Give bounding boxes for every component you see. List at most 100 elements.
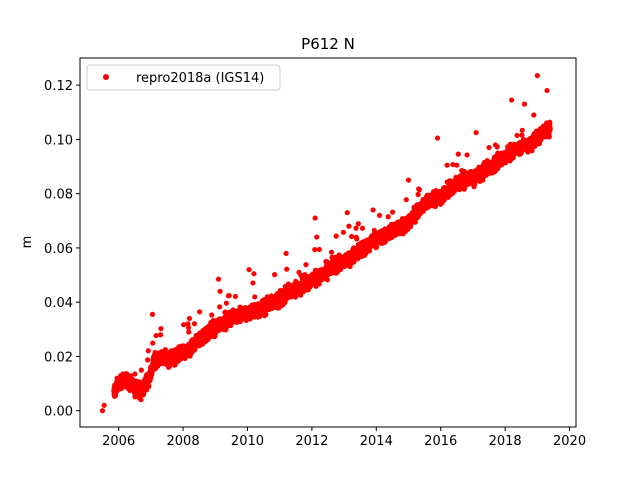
data-point bbox=[250, 280, 256, 286]
data-point bbox=[546, 134, 552, 140]
data-point bbox=[383, 231, 389, 237]
chart-title: P612 N bbox=[301, 35, 355, 53]
data-point bbox=[534, 136, 540, 142]
data-point bbox=[215, 276, 222, 282]
data-point bbox=[148, 370, 154, 376]
data-point bbox=[354, 236, 360, 242]
data-point bbox=[450, 161, 456, 168]
data-point bbox=[314, 234, 320, 240]
data-point bbox=[223, 300, 230, 306]
data-point bbox=[186, 315, 193, 322]
data-point bbox=[138, 397, 144, 403]
data-point bbox=[251, 271, 257, 277]
data-point bbox=[222, 318, 228, 324]
data-point bbox=[370, 207, 376, 213]
data-point bbox=[486, 144, 492, 151]
data-point bbox=[254, 307, 260, 313]
data-point bbox=[447, 185, 453, 191]
x-tick-label: 2006 bbox=[102, 434, 135, 449]
data-point bbox=[296, 269, 302, 275]
data-point bbox=[479, 169, 486, 175]
data-point bbox=[405, 177, 412, 183]
y-tick-label: 0.12 bbox=[44, 79, 73, 94]
data-point bbox=[153, 332, 159, 339]
data-point bbox=[340, 229, 346, 235]
data-point bbox=[144, 357, 151, 363]
data-points bbox=[99, 73, 553, 414]
data-point bbox=[312, 247, 318, 253]
data-point bbox=[232, 293, 239, 300]
data-point bbox=[318, 272, 325, 278]
data-point bbox=[376, 212, 383, 218]
data-point bbox=[186, 329, 192, 335]
data-point bbox=[346, 223, 352, 229]
data-point bbox=[489, 163, 495, 170]
data-point bbox=[403, 197, 409, 203]
data-point bbox=[454, 162, 460, 168]
data-point bbox=[284, 266, 290, 272]
data-point bbox=[113, 392, 119, 398]
data-point bbox=[355, 221, 361, 227]
data-point bbox=[146, 383, 152, 389]
y-axis-label: m bbox=[20, 236, 35, 249]
data-point bbox=[519, 127, 525, 133]
data-point bbox=[544, 87, 550, 94]
y-tick-label: 0.06 bbox=[44, 242, 73, 257]
data-point bbox=[312, 215, 318, 221]
data-point bbox=[122, 375, 128, 381]
data-point bbox=[324, 277, 331, 283]
data-point bbox=[360, 245, 367, 251]
data-point bbox=[217, 288, 223, 294]
data-point bbox=[99, 408, 106, 414]
x-tick-label: 2010 bbox=[231, 434, 264, 449]
data-point bbox=[502, 153, 508, 159]
data-point bbox=[359, 225, 366, 231]
data-point bbox=[116, 380, 122, 387]
data-point bbox=[521, 142, 528, 148]
data-point bbox=[309, 277, 315, 284]
data-point bbox=[167, 356, 173, 362]
x-tick-label: 2008 bbox=[167, 434, 200, 449]
data-point bbox=[191, 321, 198, 327]
data-point bbox=[226, 293, 232, 299]
data-point bbox=[412, 219, 418, 225]
data-point bbox=[193, 340, 199, 346]
data-point bbox=[393, 226, 399, 232]
y-tick-label: 0.10 bbox=[44, 133, 73, 148]
x-tick-label: 2020 bbox=[553, 434, 586, 449]
data-point bbox=[283, 250, 289, 256]
x-tick-label: 2018 bbox=[489, 434, 522, 449]
data-point bbox=[328, 249, 335, 255]
data-point bbox=[264, 302, 270, 308]
data-point bbox=[150, 340, 156, 346]
data-point bbox=[521, 101, 528, 107]
data-point bbox=[101, 402, 107, 408]
data-point bbox=[293, 286, 299, 292]
data-point bbox=[534, 73, 540, 79]
data-point bbox=[217, 304, 223, 310]
data-point bbox=[209, 312, 215, 318]
data-point bbox=[138, 389, 144, 395]
legend-marker bbox=[103, 74, 109, 80]
legend: repro2018a (IGS14) bbox=[86, 64, 281, 91]
data-point bbox=[244, 310, 251, 316]
data-point bbox=[415, 191, 421, 198]
data-point bbox=[525, 149, 531, 155]
y-tick-label: 0.02 bbox=[44, 350, 73, 365]
data-point bbox=[292, 294, 299, 300]
data-point bbox=[157, 332, 164, 338]
data-point bbox=[374, 244, 380, 250]
data-point bbox=[231, 313, 238, 319]
data-point bbox=[415, 207, 421, 213]
data-point bbox=[263, 312, 269, 318]
data-point bbox=[181, 322, 187, 328]
x-axis: 2006 2008 2010 2012 2014 2016 2018 2020 bbox=[102, 427, 586, 449]
data-point bbox=[390, 209, 396, 215]
data-point bbox=[438, 193, 444, 199]
y-tick-label: 0.04 bbox=[44, 296, 73, 311]
data-point bbox=[519, 132, 525, 138]
data-point bbox=[385, 214, 391, 220]
x-tick-label: 2012 bbox=[295, 434, 328, 449]
data-point bbox=[246, 267, 252, 273]
